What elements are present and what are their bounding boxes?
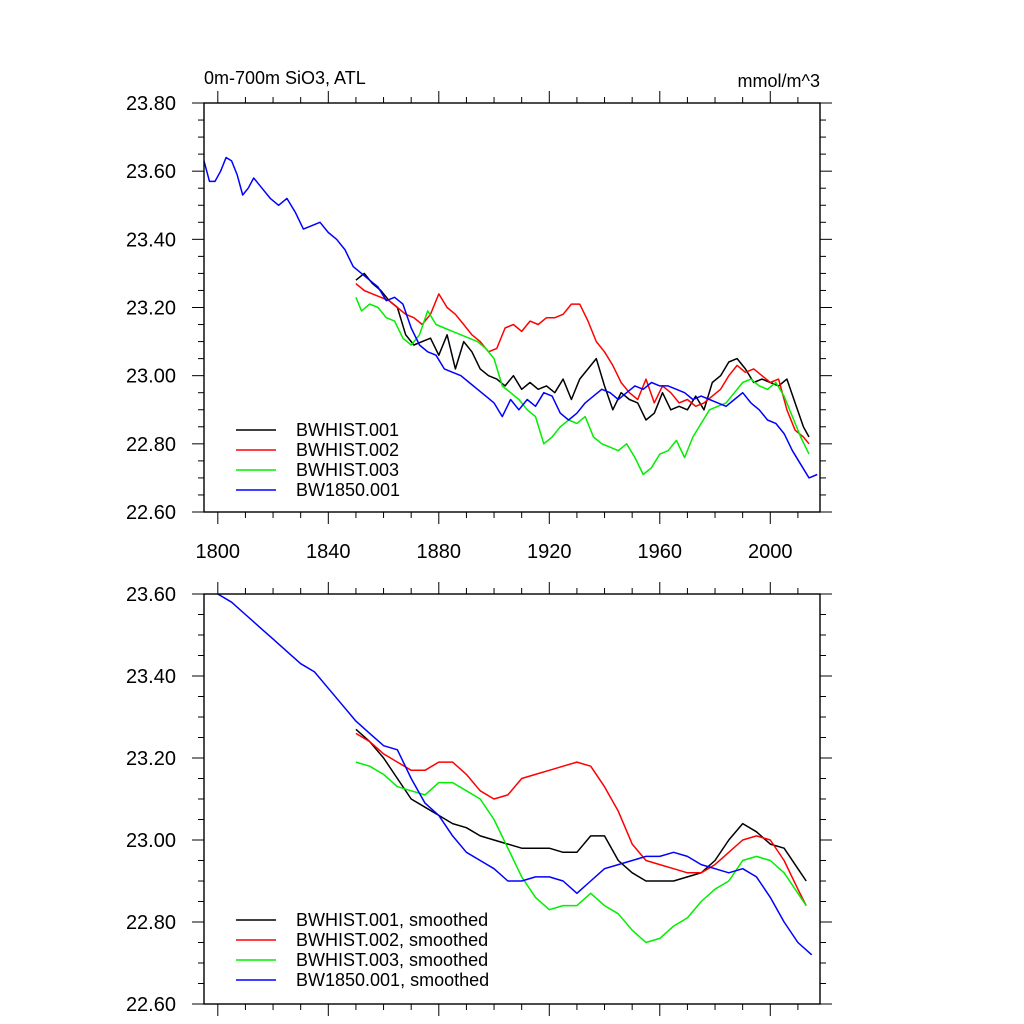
x-tick-label: 2000: [748, 541, 793, 563]
series-line-bwhist-002-smoothed: [355, 732, 807, 906]
y-tick-label: 23.20: [126, 748, 176, 770]
series-line-bwhist-002: [355, 283, 810, 445]
legend-label: BWHIST.001, smoothed: [296, 910, 488, 930]
y-tick-label: 23.80: [126, 93, 176, 115]
y-tick-label: 22.60: [126, 502, 176, 524]
y-tick-label: 23.40: [126, 229, 176, 251]
series-line-bw1850-001-smoothed: [217, 593, 813, 956]
y-tick-label: 23.40: [126, 666, 176, 688]
y-tick-label: 23.60: [126, 161, 176, 183]
series-line-bwhist-003: [355, 297, 810, 476]
x-tick-label: 1920: [527, 541, 572, 563]
x-tick-label: 1880: [417, 541, 462, 563]
legend-label: BWHIST.002: [296, 440, 399, 460]
panel-title: 0m-700m SiO3, ATL: [204, 68, 366, 88]
y-tick-label: 23.00: [126, 366, 176, 388]
top-panel: 0m-700m SiO3, ATL mmol/m^3 22.60 22.80 23.…: [126, 68, 832, 563]
legend-label: BW1850.001, smoothed: [296, 970, 489, 990]
plot-frame: [203, 593, 821, 1005]
legend-label: BW1850.001: [296, 480, 400, 500]
plot-frame: [203, 102, 821, 513]
legend-label: BWHIST.003: [296, 460, 399, 480]
y-tick-label: 22.80: [126, 434, 176, 456]
series-line-bwhist-001: [355, 272, 810, 438]
x-tick-label: 1840: [306, 541, 351, 563]
y-tick-label: 23.20: [126, 298, 176, 320]
series-line-bwhist-001-smoothed: [355, 728, 807, 882]
y-tick-label: 23.60: [126, 584, 176, 606]
y-tick-label: 22.60: [126, 994, 176, 1016]
legend-label: BWHIST.002, smoothed: [296, 930, 488, 950]
series-line-bw1850-001: [203, 156, 818, 479]
legend-label: BWHIST.001: [296, 420, 399, 440]
y-tick-label: 22.80: [126, 912, 176, 934]
x-tick-label: 1960: [638, 541, 683, 563]
x-tick-label: 1800: [196, 541, 241, 563]
legend-label: BWHIST.003, smoothed: [296, 950, 488, 970]
bottom-panel: 22.60 22.80 23.00 23.20 23.40 23.60 BWHIST.00…: [126, 582, 832, 1016]
y-tick-label: 23.00: [126, 830, 176, 852]
panel-units: mmol/m^3: [738, 71, 820, 91]
